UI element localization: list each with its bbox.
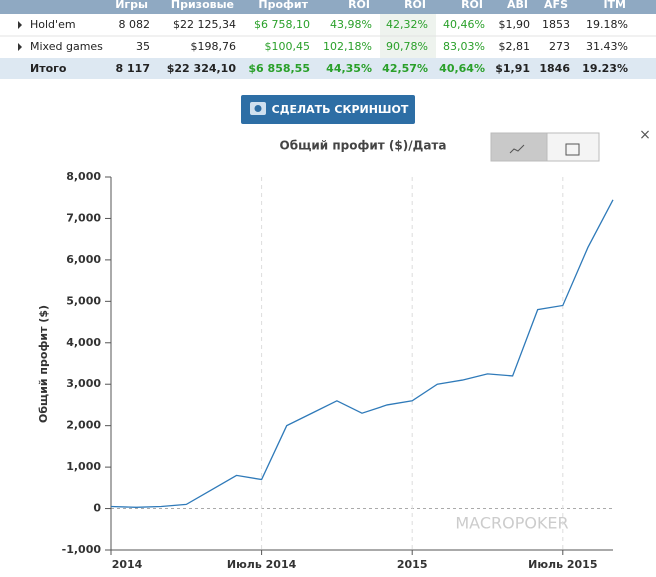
cell: 19.23% [582, 62, 628, 75]
y-tick-label: 3,000 [66, 377, 101, 390]
cell: 35 [136, 40, 150, 53]
bar-icon [565, 143, 580, 156]
row-name: Mixed games [30, 40, 103, 53]
close[interactable]: × [639, 127, 651, 143]
y-tick-label: 6,000 [66, 253, 101, 266]
chart-title: Общий профит ($)/Дата [280, 139, 447, 153]
cell: 43,98% [330, 18, 372, 31]
cell: 42,32% [386, 18, 428, 31]
column-header: ROI [404, 0, 426, 11]
x-tick-label: Июль 2015 [528, 558, 597, 571]
highlight-col [380, 14, 436, 60]
cell: 90,78% [386, 40, 428, 53]
cell: $2,81 [499, 40, 531, 53]
cell: $100,45 [265, 40, 311, 53]
y-tick-label: 2,000 [66, 419, 101, 432]
cell: $198,76 [191, 40, 237, 53]
cell: 8 082 [119, 18, 151, 31]
column-header: ROI [461, 0, 483, 11]
table-header-bg [0, 0, 656, 14]
row-name: Итого [30, 62, 67, 75]
expand-arrow [18, 43, 22, 51]
cell: 1853 [542, 18, 570, 31]
bar-view-button[interactable] [546, 132, 600, 162]
column-header: Игры [115, 0, 148, 11]
cell: $22 125,34 [173, 18, 236, 31]
camera-lens [254, 105, 262, 112]
line-view-button[interactable] [490, 132, 548, 162]
y-axis-label: Общий профит ($) [37, 305, 50, 423]
line-icon [509, 144, 525, 154]
cell: 44,35% [326, 62, 372, 75]
x-tick-label: Июль 2014 [227, 558, 297, 571]
watermark: MACROPOKER [455, 514, 568, 533]
row-name: Hold'em [30, 18, 76, 31]
total-row-bg [0, 58, 656, 79]
expand-arrow [18, 21, 22, 29]
column-header: ABI [507, 0, 528, 11]
y-tick-label: -1,000 [62, 543, 102, 556]
cell: 31.43% [586, 40, 628, 53]
y-tick-label: 7,000 [66, 211, 101, 224]
cell: $1,90 [499, 18, 531, 31]
profit-line [110, 199, 614, 508]
y-tick-label: 8,000 [66, 170, 101, 183]
cell: 42,57% [382, 62, 428, 75]
y-tick-label: 1,000 [66, 460, 101, 473]
y-tick-label: 0 [93, 502, 101, 515]
cell: $6 758,10 [254, 18, 310, 31]
column-header: AFS [544, 0, 568, 11]
cell: 8 117 [116, 62, 150, 75]
column-header: Призовые [171, 0, 234, 11]
cell: $6 858,55 [248, 62, 310, 75]
cell: 102,18% [323, 40, 372, 53]
y-tick-label: 5,000 [66, 294, 101, 307]
cell: 40,64% [439, 62, 485, 75]
column-header: ITM [603, 0, 626, 11]
cell: 1846 [539, 62, 570, 75]
x-tick-label: 2015 [397, 558, 428, 571]
cell: $22 324,10 [167, 62, 237, 75]
column-header: ROI [348, 0, 370, 11]
cell: 273 [549, 40, 570, 53]
cell: 83,03% [443, 40, 485, 53]
button-label: СДЕЛАТЬ СКРИНШОТ [272, 103, 409, 116]
column-header: Профит [258, 0, 308, 11]
cell: $1,91 [495, 62, 530, 75]
x-tick-label: 2014 [112, 558, 143, 571]
screenshot-button[interactable] [241, 95, 415, 124]
cell: 19.18% [586, 18, 628, 31]
cell: 40,46% [443, 18, 485, 31]
y-tick-label: 4,000 [66, 336, 101, 349]
